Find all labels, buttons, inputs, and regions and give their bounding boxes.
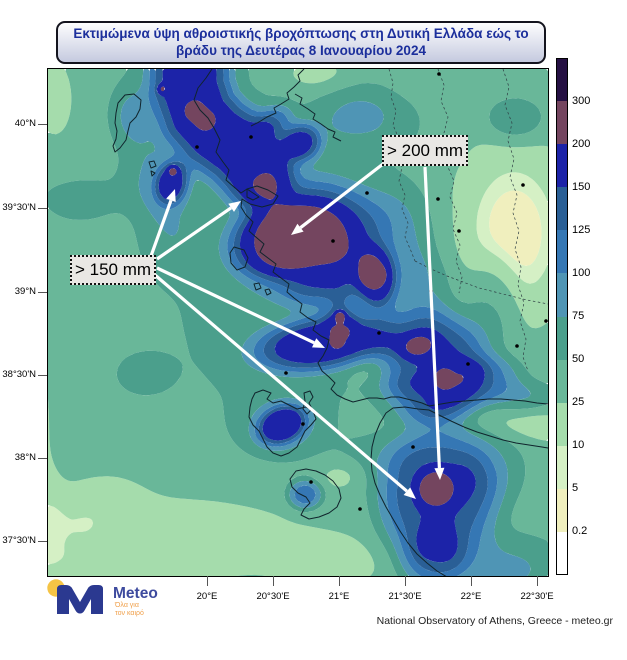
svg-text:Meteo: Meteo [113,585,158,602]
svg-text:τον καιρό: τον καιρό [115,609,144,617]
svg-text:Όλα για: Όλα για [114,602,139,609]
